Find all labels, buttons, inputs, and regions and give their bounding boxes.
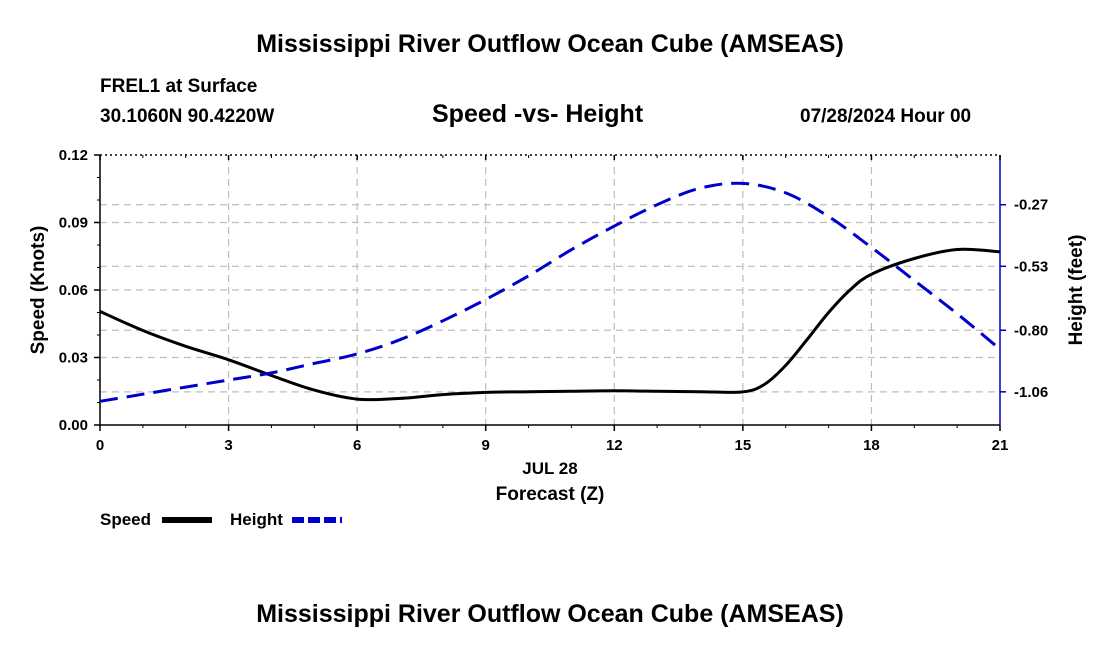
station-label: FREL1 at Surface — [100, 76, 258, 97]
x-tick-label: 21 — [992, 437, 1009, 454]
y-axis-title: Speed (Knots) — [28, 226, 49, 355]
height-series-line — [99, 181, 1001, 403]
page-title: Mississippi River Outflow Ocean Cube (AM… — [256, 30, 844, 58]
y2-tick-label: -0.27 — [1014, 197, 1048, 214]
y2-axis-title: Height (feet) — [1066, 235, 1087, 346]
x-tick-label: 0 — [96, 437, 104, 454]
x-axis-date-label: JUL 28 — [522, 459, 577, 478]
x-tick-label: 12 — [606, 437, 623, 454]
legend-height-label: Height — [230, 510, 283, 529]
chart-subtitle: Speed -vs- Height — [432, 100, 644, 128]
y2-tick-label: -0.80 — [1014, 322, 1048, 339]
y2-tick-label: -0.53 — [1014, 258, 1048, 275]
x-tick-label: 6 — [353, 437, 361, 454]
station-coords: 30.1060N 90.4220W — [100, 106, 275, 127]
y-tick-label: 0.00 — [59, 417, 88, 434]
x-tick-label: 18 — [863, 437, 880, 454]
y-tick-label: 0.12 — [59, 147, 88, 164]
x-tick-label: 3 — [224, 437, 232, 454]
footer-title: Mississippi River Outflow Ocean Cube (AM… — [256, 600, 844, 628]
y2-tick-label: -1.06 — [1014, 384, 1048, 401]
y-tick-label: 0.03 — [59, 350, 88, 367]
forecast-datetime: 07/28/2024 Hour 00 — [800, 106, 972, 127]
speed-series-line — [99, 247, 1001, 402]
x-axis-title: Forecast (Z) — [496, 484, 605, 505]
x-tick-label: 9 — [482, 437, 490, 454]
x-tick-label: 15 — [735, 437, 752, 454]
legend-speed-label: Speed — [100, 510, 152, 529]
y-tick-label: 0.09 — [59, 215, 88, 232]
y-tick-label: 0.06 — [59, 282, 88, 299]
